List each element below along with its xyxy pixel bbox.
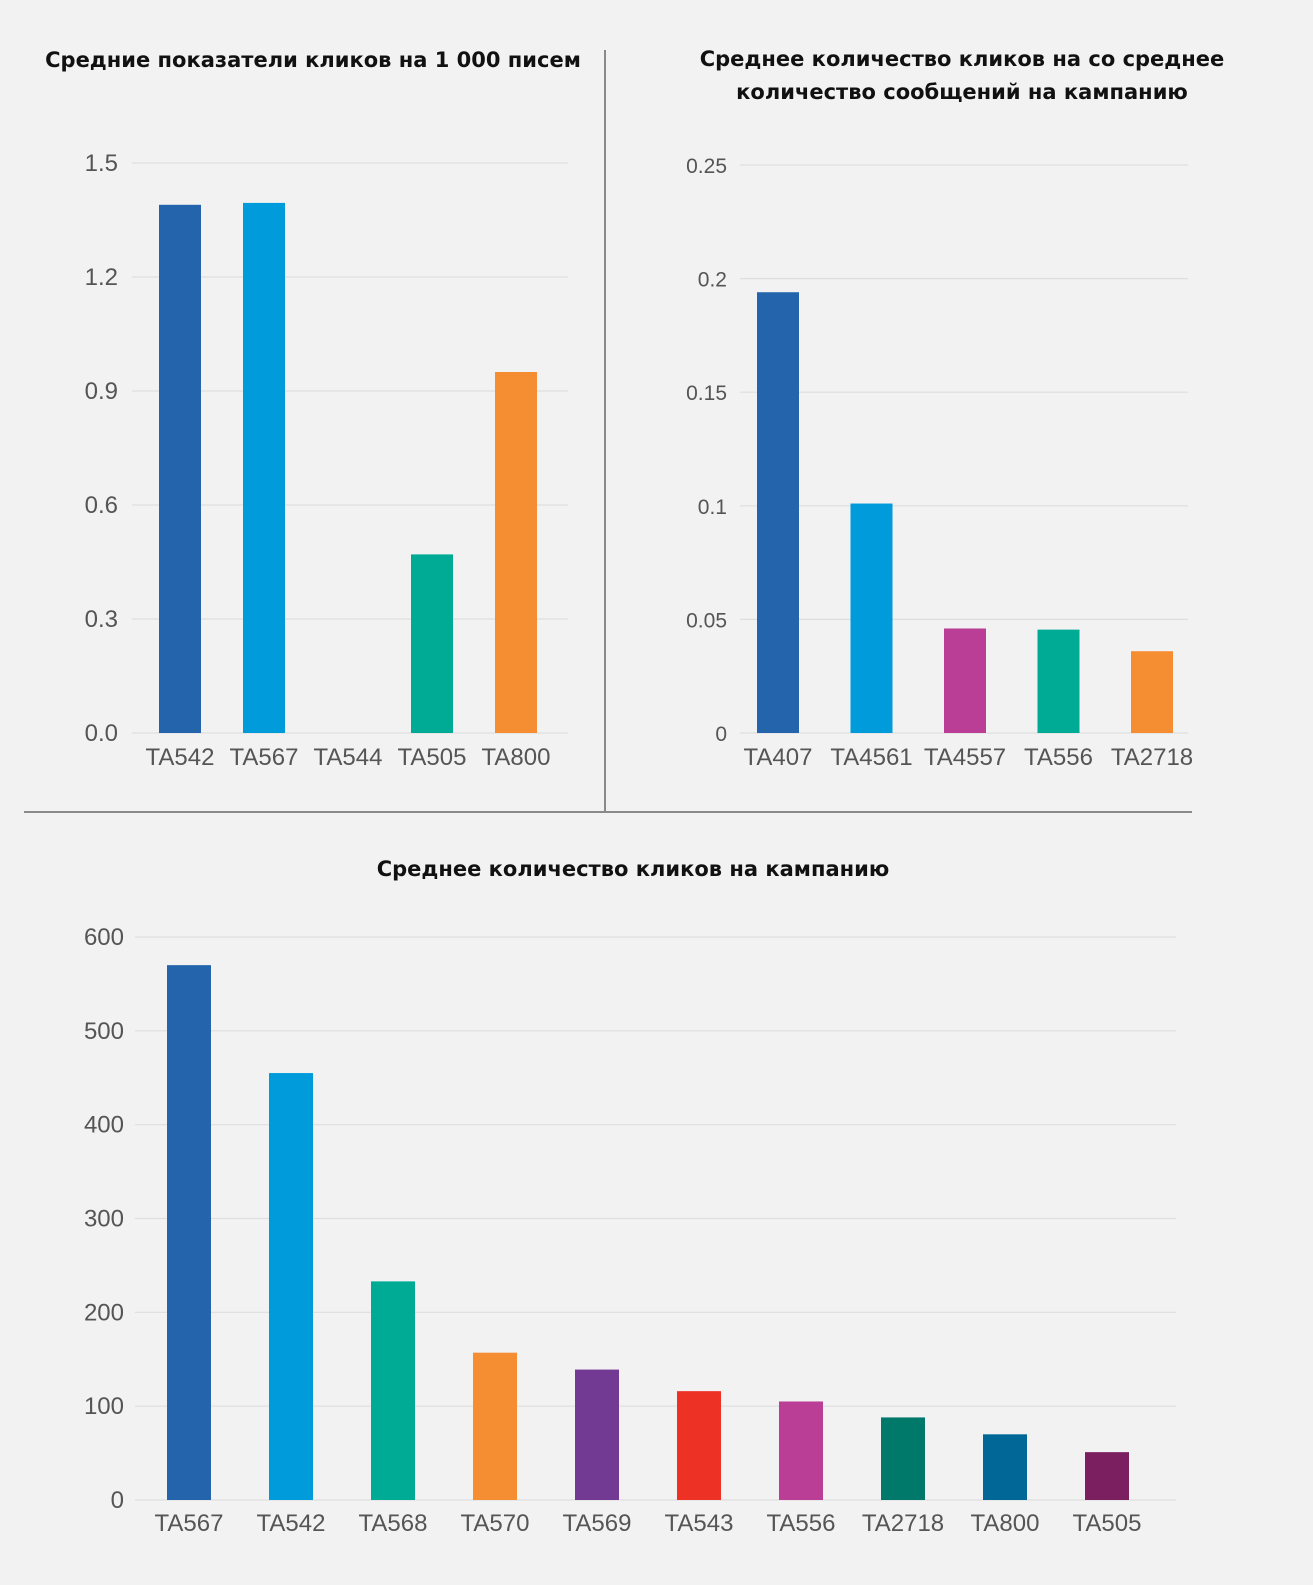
chart-2-title: Среднее количество кликов на со среднее — [700, 47, 1225, 71]
x-tick-label: TA556 — [1024, 744, 1093, 771]
x-tick-label: TA4557 — [924, 744, 1006, 771]
y-tick-label: 500 — [84, 1018, 124, 1045]
y-tick-label: 0.1 — [698, 496, 727, 519]
x-tick-label: TA800 — [482, 744, 551, 771]
x-tick-label: TA4561 — [830, 744, 912, 771]
y-tick-label: 0.3 — [85, 606, 118, 633]
y-tick-label: 0.9 — [85, 378, 118, 405]
y-tick-label: 0.2 — [698, 269, 727, 292]
x-tick-label: TA570 — [461, 1510, 530, 1537]
y-tick-label: 0 — [715, 723, 727, 746]
bar-ta542 — [159, 204, 201, 734]
x-tick-label: TA568 — [359, 1510, 428, 1537]
bar-ta2718 — [1131, 651, 1173, 733]
bar-ta505 — [411, 554, 453, 733]
y-tick-label: 1.5 — [85, 150, 118, 177]
y-tick-label: 0.0 — [85, 720, 118, 747]
bar-ta567 — [243, 202, 285, 733]
y-tick-label: 100 — [84, 1393, 124, 1420]
x-tick-label: TA542 — [146, 744, 215, 771]
chart-1-title: Средние показатели кликов на 1 000 писем — [45, 48, 581, 72]
y-tick-label: 0.15 — [686, 382, 727, 405]
x-tick-label: TA505 — [1073, 1510, 1142, 1537]
bar-ta4561 — [850, 503, 893, 733]
bar-ta800 — [983, 1434, 1027, 1500]
bar-ta570 — [473, 1352, 517, 1500]
chart-3-title: Среднее количество кликов на кампанию — [377, 857, 890, 881]
bar-ta556 — [1037, 629, 1080, 733]
bar-ta556 — [779, 1401, 823, 1500]
x-tick-label: TA567 — [155, 1510, 224, 1537]
bar-ta407 — [757, 292, 799, 733]
y-tick-label: 0.25 — [686, 155, 727, 178]
bar-ta567 — [167, 965, 211, 1500]
x-tick-label: TA542 — [257, 1510, 326, 1537]
bar-ta543 — [677, 1391, 721, 1500]
bar-ta800 — [495, 372, 537, 733]
bar-ta568 — [371, 1281, 415, 1500]
y-tick-label: 0 — [111, 1487, 124, 1514]
y-tick-label: 200 — [84, 1299, 124, 1326]
x-tick-label: TA2718 — [1111, 744, 1193, 771]
x-tick-label: TA2718 — [862, 1510, 944, 1537]
bar-ta4557 — [944, 628, 986, 733]
x-tick-label: TA800 — [971, 1510, 1040, 1537]
x-tick-label: TA543 — [665, 1510, 734, 1537]
y-tick-label: 300 — [84, 1206, 124, 1233]
x-tick-label: TA567 — [230, 744, 299, 771]
y-tick-label: 600 — [84, 924, 124, 951]
x-tick-label: TA505 — [398, 744, 467, 771]
x-tick-label: TA556 — [767, 1510, 836, 1537]
bar-ta542 — [269, 1073, 313, 1500]
x-tick-label: TA544 — [314, 744, 383, 771]
bar-ta569 — [575, 1369, 619, 1500]
y-tick-label: 0.6 — [85, 492, 118, 519]
y-tick-label: 1.2 — [85, 264, 118, 291]
bar-ta2718 — [881, 1417, 925, 1500]
bar-ta505 — [1085, 1452, 1129, 1500]
x-tick-label: TA569 — [563, 1510, 632, 1537]
y-tick-label: 400 — [84, 1112, 124, 1139]
chart-2-title: количество сообщений на кампанию — [736, 80, 1188, 104]
x-tick-label: TA407 — [744, 744, 813, 771]
y-tick-label: 0.05 — [686, 609, 727, 632]
